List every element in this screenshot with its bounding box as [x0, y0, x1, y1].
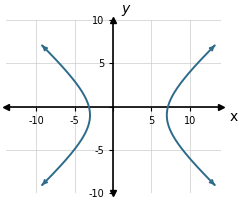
Text: y: y [122, 2, 130, 16]
Text: x: x [229, 110, 237, 124]
